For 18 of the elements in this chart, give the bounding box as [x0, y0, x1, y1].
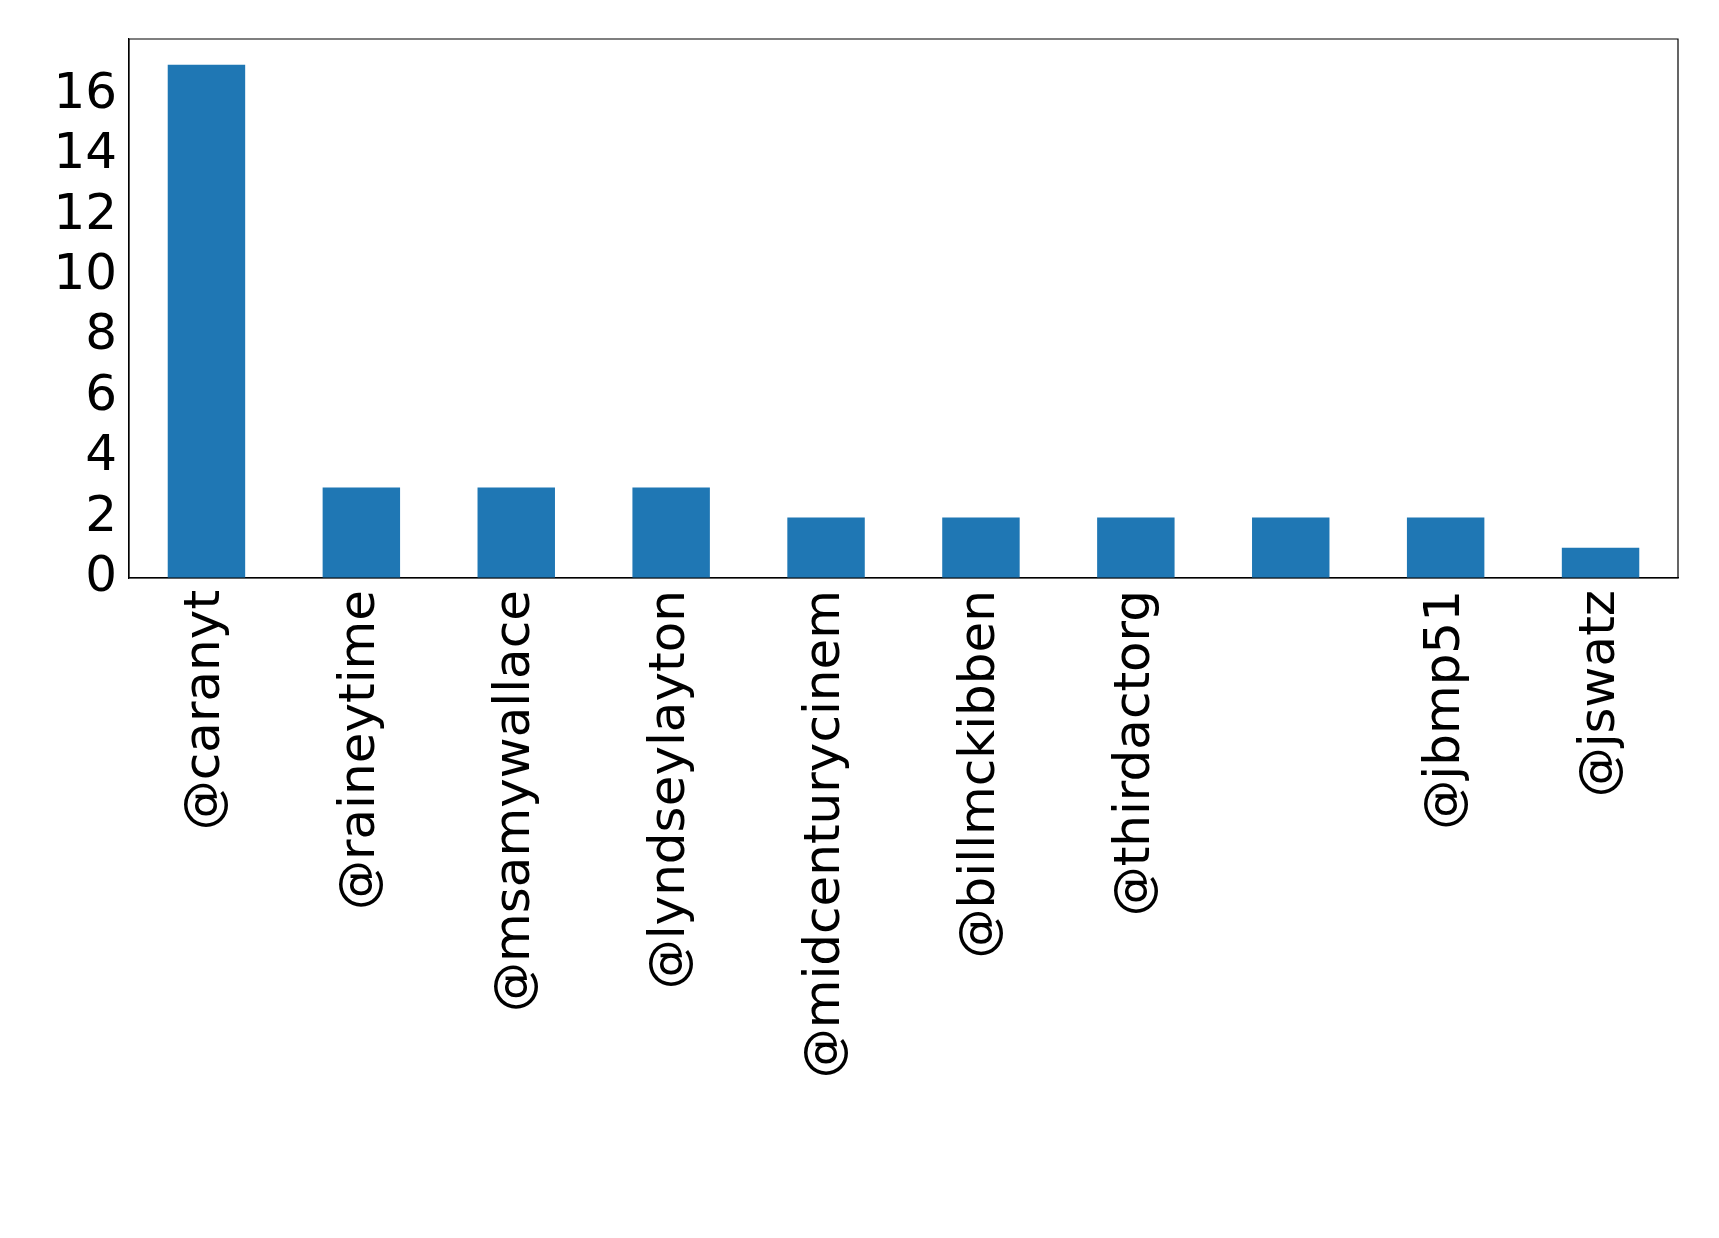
y-tick-label: 16 — [53, 61, 117, 120]
x-tick-label: @caranyt — [173, 590, 232, 831]
y-tick-label: 12 — [53, 182, 117, 241]
y-tick-label: 2 — [85, 484, 117, 543]
y-tick-label: 8 — [85, 303, 117, 362]
x-tick-label: @msamywallace — [483, 590, 542, 1012]
x-tick-label: @thirdactorg — [1102, 590, 1161, 917]
y-tick-label: 10 — [53, 243, 117, 302]
x-tick-label: @jbmp51 — [1412, 590, 1471, 830]
x-tick-label: @billmckibben — [947, 590, 1006, 959]
x-tick-label: @raineytime — [328, 590, 387, 911]
y-tick-label: 6 — [85, 363, 117, 422]
x-tick-label: @jswatz — [1567, 590, 1626, 798]
y-tick-label: 4 — [85, 424, 117, 483]
y-tick-label: 14 — [53, 122, 117, 181]
x-tick-label: @lyndseylayton — [638, 590, 697, 990]
y-tick-label: 0 — [85, 544, 117, 603]
x-tick-label: @midcenturycinem — [793, 590, 852, 1079]
